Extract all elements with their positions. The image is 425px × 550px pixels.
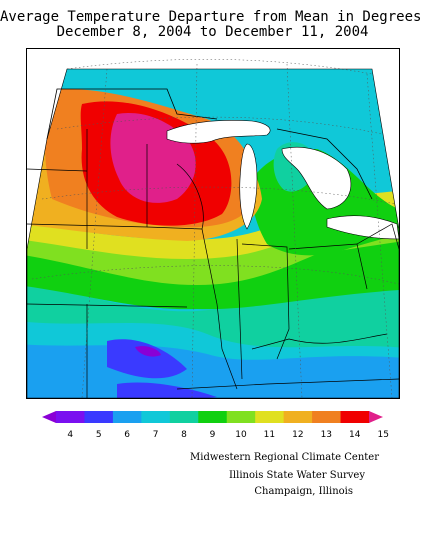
legend-tick-label: 15 — [378, 430, 389, 440]
legend-swatch — [255, 411, 285, 423]
legend-tick-label: 11 — [264, 430, 275, 440]
ia-mo-line — [27, 303, 188, 308]
graticule-lat-2 — [56, 116, 383, 135]
map-title-line-2: December 8, 2004 to December 11, 2004 — [56, 24, 369, 40]
lake-michigan — [239, 143, 258, 230]
legend-tick-label: 9 — [210, 430, 216, 440]
credit-line-2: Illinois State Water Survey — [228, 470, 365, 481]
legend-tick-label: 8 — [181, 430, 187, 440]
graticule-lat-1 — [66, 59, 373, 75]
map-title-line-1: Average Temperature Departure from Mean … — [0, 9, 425, 25]
legend-swatch — [169, 411, 199, 423]
graticule — [31, 59, 399, 398]
legend-swatch — [84, 411, 114, 423]
lake-huron — [281, 146, 352, 210]
legend-tick-label: 5 — [96, 430, 102, 440]
field-4-5 — [135, 346, 161, 357]
legend-tick-label: 13 — [321, 430, 332, 440]
nd-sd-line — [27, 168, 88, 172]
legend-tick-label: 6 — [124, 430, 130, 440]
temperature-departure-map — [26, 48, 400, 399]
pa-line — [356, 223, 399, 250]
field-5-6-a — [107, 339, 187, 379]
legend-swatch — [369, 411, 383, 423]
credit-line-1: Midwestern Regional Climate Center — [190, 452, 379, 463]
credit-line-3: Champaign, Illinois — [254, 486, 353, 497]
legend-swatch — [198, 411, 228, 423]
field-5-6-b — [117, 382, 217, 398]
field-10-11 — [27, 199, 399, 285]
legend-ticks: 4 5 6 7 8 9 10 11 12 13 14 15 — [67, 430, 389, 440]
state-boundaries — [27, 129, 399, 398]
color-legend: 4 5 6 7 8 9 10 11 12 13 14 15 — [42, 411, 389, 440]
legend-swatch — [340, 411, 370, 423]
il-in-line — [236, 238, 243, 380]
great-lakes — [166, 120, 399, 240]
legend-swatches — [42, 411, 383, 423]
domain-outline — [27, 68, 399, 398]
legend-tick-label: 7 — [153, 430, 159, 440]
il-west — [201, 228, 238, 390]
map-canvas — [27, 49, 399, 398]
legend-swatch — [42, 411, 56, 423]
lake-erie — [326, 215, 399, 240]
southern-boundary — [176, 378, 399, 390]
legend-tick-label: 14 — [349, 430, 361, 440]
graticule-lat-4 — [31, 265, 399, 285]
legend-swatch — [283, 411, 313, 423]
legend-swatch — [226, 411, 256, 423]
graticule-lon-1 — [81, 68, 108, 398]
canada-border — [46, 88, 373, 200]
field-15-plus-b — [157, 157, 190, 188]
lake-superior — [166, 120, 271, 144]
legend-tick-label: 12 — [292, 430, 303, 440]
legend-tick-label: 10 — [235, 430, 247, 440]
legend-swatch — [141, 411, 171, 423]
legend-swatch — [56, 411, 85, 423]
legend-swatch — [112, 411, 142, 423]
legend-swatch — [312, 411, 342, 423]
in-oh-line — [241, 243, 290, 360]
ky-north — [251, 333, 388, 350]
legend-tick-label: 4 — [67, 430, 73, 440]
wi-boundary — [146, 163, 204, 230]
